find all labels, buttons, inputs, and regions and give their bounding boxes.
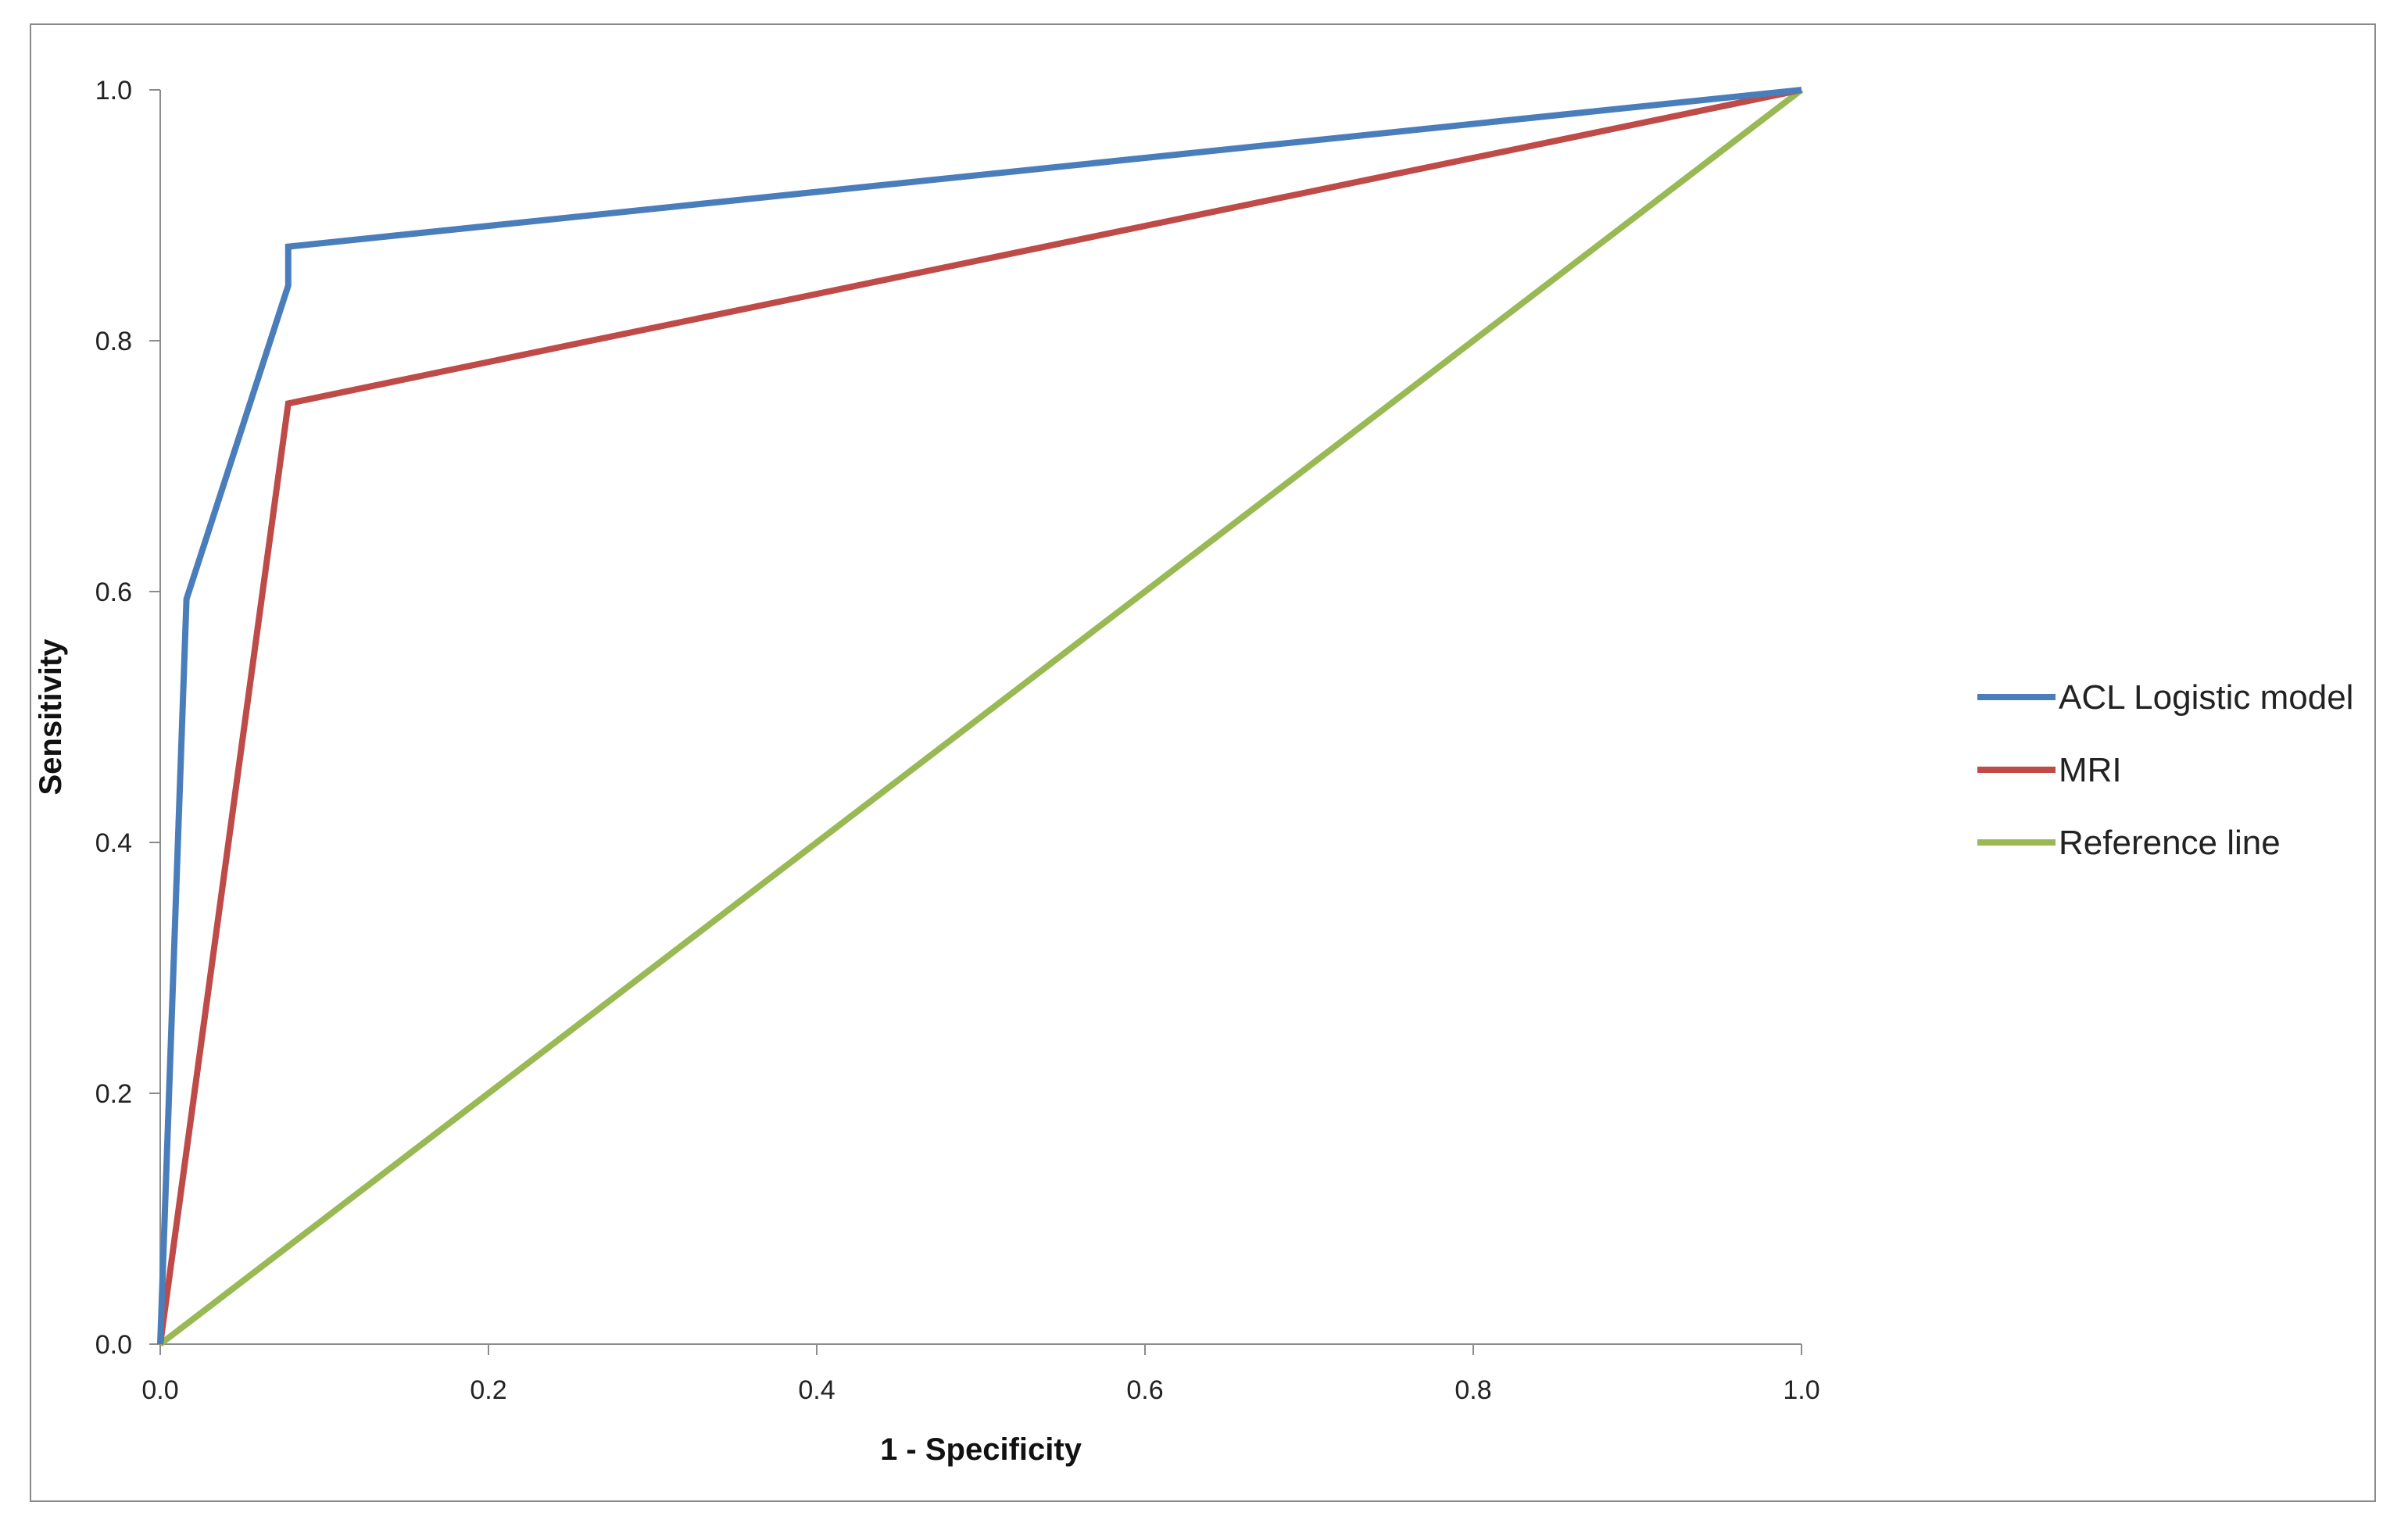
x-tick-label: 0.6 bbox=[1126, 1375, 1163, 1405]
legend-item-mri: MRI bbox=[1977, 751, 2122, 789]
legend-label: ACL Logistic model bbox=[2059, 678, 2353, 717]
legend-label: Reference line bbox=[2059, 824, 2281, 862]
x-tick-label: 0.2 bbox=[470, 1375, 506, 1405]
x-axis-title: 1 - Specificity bbox=[880, 1432, 1082, 1467]
y-tick-label: 0.8 bbox=[95, 327, 132, 356]
x-tick-label: 0.4 bbox=[798, 1375, 835, 1405]
legend-item-reference-line: Reference line bbox=[1977, 824, 2281, 862]
chart-frame: 0.0 0.2 0.4 0.6 0.8 1.0 0.0 0.2 0.4 0.6 0.8 1.0 ACL… bbox=[30, 23, 2376, 1502]
series-lines bbox=[157, 87, 1804, 1347]
roc-chart: 0.0 0.2 0.4 0.6 0.8 1.0 0.0 0.2 0.4 0.6 0.8 1.0 ACL… bbox=[34, 76, 2353, 1467]
legend: ACL Logistic model MRI Reference line bbox=[1977, 678, 2353, 862]
y-tick-label: 0.0 bbox=[95, 1330, 132, 1360]
y-tick-label: 0.4 bbox=[95, 828, 132, 858]
x-tick-label: 1.0 bbox=[1783, 1375, 1819, 1405]
x-tick-label: 0.8 bbox=[1454, 1375, 1491, 1405]
legend-item-acl-logistic-model: ACL Logistic model bbox=[1977, 678, 2353, 717]
y-tick-label: 0.2 bbox=[95, 1079, 132, 1109]
y-tick-label: 1.0 bbox=[95, 76, 132, 105]
series-line-reference-line bbox=[158, 87, 1804, 1347]
axes: 0.0 0.2 0.4 0.6 0.8 1.0 0.0 0.2 0.4 0.6 0.8 1.0 bbox=[95, 76, 1820, 1405]
legend-label: MRI bbox=[2059, 751, 2122, 789]
y-tick-label: 0.6 bbox=[95, 578, 132, 607]
y-axis-title: Sensitivity bbox=[34, 638, 68, 796]
series-line-mri bbox=[157, 87, 1802, 1345]
x-tick-label: 0.0 bbox=[141, 1375, 178, 1405]
series-line-acl-logistic-model bbox=[157, 87, 1802, 1345]
